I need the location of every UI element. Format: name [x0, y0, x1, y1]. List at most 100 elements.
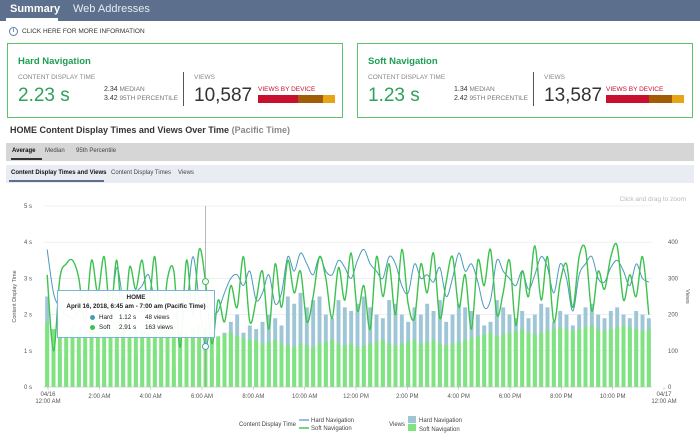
soft-views-bar	[222, 334, 227, 387]
soft-views-bar	[564, 329, 569, 387]
soft-views-bar	[368, 343, 373, 387]
cdt-value: 2.23 s	[18, 85, 70, 106]
section-title: HOME Content Display Times and Views Ove…	[10, 125, 290, 135]
tooltip-row-hard: Hard 1.12 s 48 views	[90, 314, 170, 321]
soft-views-bar	[70, 325, 75, 387]
x-tick-label: 8:00 AM	[242, 394, 264, 400]
soft-views-bar	[475, 336, 480, 387]
soft-views-bar	[133, 329, 138, 387]
y2-tick-label: 100	[668, 349, 679, 355]
soft-views-bar	[621, 325, 626, 387]
soft-views-bar	[197, 325, 202, 387]
soft-views-bar	[298, 343, 303, 387]
hard-views-bar	[311, 300, 316, 387]
soft-views-bar	[399, 343, 404, 387]
soft-views-bar	[456, 341, 461, 387]
soft-views-bar	[513, 330, 518, 387]
more-info-link[interactable]: i CLICK HERE FOR MORE INFORMATION	[9, 25, 145, 37]
tab-95th-percentile[interactable]: 95th Percentile	[76, 148, 117, 154]
tooltip-views: 48 views	[145, 314, 170, 321]
soft-views-bar	[450, 343, 455, 387]
hard-views-bar	[292, 303, 297, 387]
soft-views-bar	[241, 338, 246, 387]
soft-views-bar	[539, 332, 544, 387]
soft-views-bar	[108, 334, 113, 387]
tab-web-addresses[interactable]: Web Addresses	[73, 3, 150, 15]
hard-views-bar	[285, 296, 290, 387]
soft-views-bar	[292, 347, 297, 387]
device-segment	[258, 95, 299, 103]
tab-average[interactable]: Average	[12, 148, 36, 154]
soft-views-bar	[596, 329, 601, 387]
views-by-device-label: VIEWS BY DEVICE	[258, 86, 316, 93]
tab-summary[interactable]: Summary	[10, 3, 61, 15]
soft-views-bar	[545, 330, 550, 387]
zoom-hint: Click and drag to zoom	[620, 196, 686, 203]
tooltip-date: April 16, 2018, 6:45 am - 7:00 am (Pacif…	[66, 303, 206, 310]
tooltip-title: HOME	[126, 294, 146, 301]
soft-views-bar	[361, 345, 366, 387]
chart-axes: 0 s 1 s 2 s 3 s 4 s 5 s 0 100 200 300 400 Content D…	[12, 204, 690, 405]
p95-stat: 3.42 95TH PERCENTILE	[104, 95, 178, 102]
soft-views-bar	[228, 332, 233, 387]
top-nav: Summary Web Addresses	[0, 0, 700, 21]
soft-views-bar	[304, 345, 309, 387]
soft-views-bar	[526, 332, 531, 387]
tooltip-time: 1.12 s	[119, 314, 137, 321]
section-title-text: HOME Content Display Times and Views Ove…	[10, 125, 230, 135]
soft-views-bar	[273, 339, 278, 387]
tab-cdt-and-views[interactable]: Content Display Times and Views	[11, 170, 107, 176]
soft-views-bar	[336, 343, 341, 387]
soft-views-bar	[146, 332, 151, 387]
soft-views-bar	[494, 336, 499, 387]
tooltip-time: 2.91 s	[119, 324, 137, 331]
active-stat-tab-indicator	[11, 158, 42, 160]
soft-views-bar	[152, 327, 157, 387]
soft-views-bar	[190, 329, 195, 387]
x-tick-label: 4:00 PM	[447, 394, 469, 400]
soft-views-bar	[380, 339, 385, 387]
x-tick-label: 6:00 PM	[499, 394, 521, 400]
median-label: MEDIAN	[469, 86, 495, 93]
hard-views-bar	[317, 296, 322, 387]
cdt-label: CONTENT DISPLAY TIME	[368, 74, 446, 81]
x-tick-label: 10:00 AM	[292, 394, 317, 400]
soft-views-bar	[355, 347, 360, 387]
soft-views-bar	[551, 329, 556, 387]
tab-cdt[interactable]: Content Display Times	[111, 170, 172, 176]
views-label: VIEWS	[544, 74, 565, 81]
cdt-value: 1.23 s	[368, 85, 420, 106]
cdt-views-chart[interactable]: Click and drag to zoom 0 s 1 s 2 s 3 s 4 s 5 …	[0, 188, 700, 440]
soft-views-bar	[349, 343, 354, 387]
soft-views-bar	[260, 343, 265, 387]
info-icon: i	[9, 26, 18, 36]
device-segment	[323, 95, 335, 103]
median-stat: 2.34 MEDIAN	[104, 86, 145, 93]
soft-views-bar	[114, 329, 119, 387]
soft-views-bar	[285, 345, 290, 387]
tab-views[interactable]: Views	[178, 170, 194, 176]
tab-median[interactable]: Median	[45, 148, 65, 154]
legend-soft-bar-label: Soft Navigation	[419, 427, 460, 433]
active-tab-indicator	[6, 18, 58, 21]
tooltip-row-soft: Soft 2.91 s 163 views	[90, 324, 173, 331]
views-bars	[45, 292, 651, 387]
soft-views-bar	[171, 329, 176, 387]
soft-views-bar	[76, 329, 81, 387]
soft-views-bar	[165, 334, 170, 387]
soft-views-bar	[425, 341, 430, 387]
soft-views-bar	[159, 332, 164, 387]
soft-views-bar	[279, 343, 284, 387]
soft-views-bar	[532, 334, 537, 387]
legend-cdt-label: Content Display Time	[239, 422, 297, 428]
soft-views-bar	[342, 345, 347, 387]
soft-views-bar	[418, 343, 423, 387]
y-tick-label: 5 s	[24, 204, 32, 210]
views-value: 13,587	[544, 85, 603, 106]
y-tick-label: 1 s	[24, 349, 32, 355]
views-label: VIEWS	[194, 74, 215, 81]
p95-stat: 2.42 95TH PERCENTILE	[454, 95, 528, 102]
soft-views-bar	[507, 332, 512, 387]
soft-views-bar	[57, 332, 62, 387]
views-by-device-bar	[258, 95, 335, 103]
